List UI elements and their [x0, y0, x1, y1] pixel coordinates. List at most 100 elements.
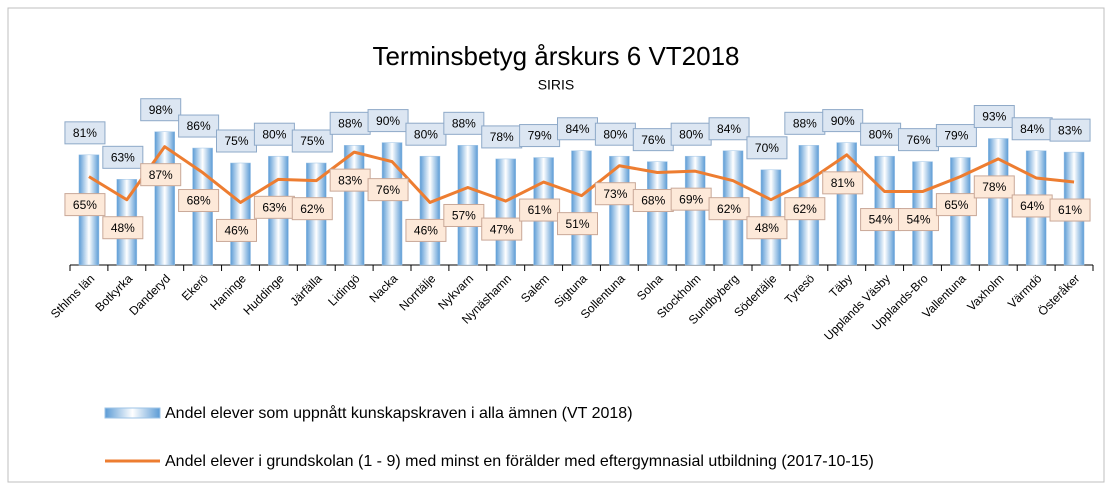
data-label: 84% — [1020, 122, 1044, 136]
data-label: 75% — [300, 134, 324, 148]
data-label: 68% — [641, 194, 665, 208]
data-label: 69% — [679, 192, 703, 206]
data-label: 80% — [603, 127, 627, 141]
data-label: 61% — [528, 203, 552, 217]
bar — [495, 158, 516, 266]
line — [88, 145, 1075, 204]
data-label-box — [708, 197, 750, 221]
data-label: 79% — [528, 129, 552, 143]
data-label-box — [784, 197, 826, 221]
data-label: 83% — [1058, 123, 1082, 137]
data-label-box — [1049, 118, 1091, 142]
data-label-box — [973, 175, 1015, 199]
data-label: 68% — [187, 194, 211, 208]
data-label-box — [443, 203, 485, 227]
data-label-box — [519, 198, 561, 222]
data-label: 46% — [414, 224, 438, 238]
legend-swatch — [104, 407, 161, 419]
data-label: 80% — [414, 127, 438, 141]
data-label-box — [102, 216, 144, 240]
data-label: 76% — [376, 183, 400, 197]
data-label: 65% — [944, 198, 968, 212]
data-label-box — [746, 136, 788, 160]
data-label-box — [291, 197, 333, 221]
data-label: 88% — [793, 116, 817, 130]
data-label: 64% — [1020, 199, 1044, 213]
bar — [647, 161, 668, 266]
data-label: 78% — [490, 130, 514, 144]
data-label: 80% — [679, 127, 703, 141]
data-label: 75% — [224, 134, 248, 148]
bar — [230, 162, 251, 266]
data-label: 88% — [452, 116, 476, 130]
data-label: 84% — [717, 122, 741, 136]
data-label-box — [746, 216, 788, 240]
data-label: 81% — [831, 176, 855, 190]
data-label-box — [216, 218, 257, 242]
bar — [381, 142, 403, 266]
data-label-box — [367, 109, 409, 133]
data-label-box — [64, 121, 106, 145]
data-label-box — [557, 212, 598, 236]
data-label: 63% — [262, 200, 286, 214]
data-label: 86% — [187, 119, 211, 133]
data-label: 61% — [1058, 203, 1082, 217]
data-label: 48% — [111, 221, 135, 235]
data-label: 65% — [73, 198, 97, 212]
chart-title: Terminsbetyg årskurs 6 VT2018 — [372, 41, 739, 71]
data-label: 76% — [906, 133, 930, 147]
data-label-box — [481, 217, 523, 241]
data-label-box — [898, 208, 939, 232]
data-label: 84% — [565, 122, 589, 136]
data-label-box — [140, 163, 182, 187]
bar — [571, 150, 592, 266]
data-label: 57% — [452, 209, 476, 223]
data-label: 76% — [641, 133, 665, 147]
legend-label: Andel elever i grundskolan (1 - 9) med m… — [165, 453, 874, 470]
data-label-box — [935, 193, 977, 217]
data-label-box — [973, 105, 1015, 129]
data-label: 54% — [869, 213, 893, 227]
data-label-box — [822, 109, 864, 133]
data-label: 63% — [111, 150, 135, 164]
data-label-box — [935, 124, 977, 148]
data-label-box — [1049, 198, 1091, 222]
data-label-box — [178, 189, 220, 213]
data-label: 54% — [906, 213, 930, 227]
bar — [419, 155, 441, 266]
data-label-box — [178, 114, 220, 138]
chart-subtitle: SIRIS — [538, 77, 575, 93]
data-label: 47% — [490, 222, 514, 236]
data-label-box — [64, 193, 106, 217]
data-label: 87% — [149, 168, 173, 182]
data-label: 62% — [793, 202, 817, 216]
data-label-box — [102, 145, 144, 169]
data-label: 62% — [300, 202, 324, 216]
data-label: 98% — [149, 103, 173, 117]
data-label: 93% — [982, 110, 1006, 124]
data-label-box — [140, 98, 182, 122]
data-label-box — [708, 117, 750, 141]
data-label-box — [367, 178, 409, 202]
data-label: 80% — [262, 127, 286, 141]
data-label: 80% — [869, 127, 893, 141]
data-label-box — [405, 218, 447, 242]
data-label: 90% — [376, 114, 400, 128]
data-label: 70% — [755, 141, 779, 155]
data-label-box — [443, 111, 485, 135]
data-label: 79% — [944, 129, 968, 143]
data-label-box — [822, 171, 864, 195]
data-label: 88% — [338, 116, 362, 130]
bar — [988, 138, 1009, 266]
data-label: 83% — [338, 173, 362, 187]
data-label: 78% — [982, 180, 1006, 194]
legend-label: Andel elever som uppnått kunskapskraven … — [165, 404, 633, 422]
data-label: 62% — [717, 202, 741, 216]
data-label: 46% — [224, 224, 248, 238]
data-label: 81% — [73, 126, 97, 140]
data-label: 48% — [755, 221, 779, 235]
bar — [343, 145, 365, 266]
data-label-box — [291, 129, 333, 153]
